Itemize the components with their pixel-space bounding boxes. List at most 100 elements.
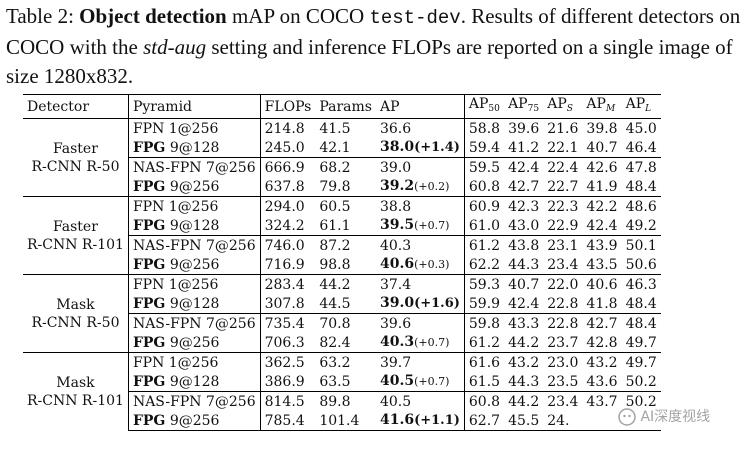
ap50-cell: 61.2 [463, 235, 505, 255]
apm-cell: 40.7 [586, 139, 618, 156]
apm-cell: 42.2 [582, 196, 622, 216]
apm-cell: 43.9 [582, 235, 622, 255]
flops-cell: 283.4 [259, 274, 316, 294]
ap50-cell: 59.3 [463, 274, 505, 294]
pyramid-config: FPN 1@256 [132, 276, 219, 293]
aps-cell: 22.8 [547, 295, 579, 312]
caption-dataset: test-dev [369, 7, 461, 29]
pyramid-config: 9@128 [165, 139, 220, 156]
ap-delta: (+1.6) [414, 296, 460, 311]
pyramid-cell: FPG 9@256 [128, 255, 260, 275]
pyramid-cell: FPG 9@128 [128, 294, 260, 314]
detector-cell: Faster R-CNN R-50 [23, 118, 129, 197]
ap-value: 39.7 [379, 354, 412, 371]
pyramid-cell: FPN 1@256 [128, 352, 261, 372]
ap50-cell: 60.8 [463, 177, 505, 197]
detector-line-1: Faster [53, 218, 98, 235]
apl-cell: 48.4 [621, 313, 661, 333]
ap75-cell: 41.2 [508, 139, 540, 156]
apm-cell: 43.7 [582, 391, 622, 411]
results-table: Detector Pyramid FLOPs Params AP AP50 AP… [23, 94, 661, 431]
params-cell: 68.2 [315, 157, 376, 177]
ap-value: 40.5 [379, 393, 412, 410]
ap75-cell: 42.4 [504, 157, 544, 177]
ap-value: 38.8 [379, 198, 412, 215]
ap50-cell: 61.5 [463, 372, 505, 392]
aps-cell: 22.8 [543, 313, 583, 333]
params-cell: 44.5 [319, 295, 351, 312]
pyramid-config: FPN 1@256 [132, 198, 219, 215]
pyramid-bold: FPG [132, 295, 166, 312]
ap50-cell: 61.6 [463, 352, 505, 372]
ap75-cell: 42.4 [508, 295, 540, 312]
caption-text-3: setting and inference FLOPs are reported… [6, 35, 733, 88]
header-ap75: AP75 [504, 94, 544, 119]
pyramid-config: FPN 1@256 [132, 354, 219, 371]
apl-cell: 49.7 [625, 334, 657, 351]
ap-delta: (+1.4) [414, 140, 460, 155]
params-cell: 101.4 [315, 411, 376, 431]
table-header-row: Detector Pyramid FLOPs Params AP AP50 AP… [23, 94, 661, 119]
ap75-cell: 42.7 [508, 178, 540, 195]
apm-cell: 42.7 [582, 313, 622, 333]
wechat-logo-icon [618, 408, 636, 426]
ap-cell: 40.3(+0.7) [375, 333, 465, 353]
ap-delta: (+0.2) [414, 180, 450, 193]
apm-cell: 42.6 [582, 157, 622, 177]
flops-cell: 637.8 [259, 177, 316, 197]
aps-cell: 21.6 [543, 118, 583, 138]
apl-cell: 49.2 [625, 217, 657, 234]
flops-cell: 324.2 [259, 216, 316, 236]
apm-cell: 43.6 [586, 373, 618, 390]
params-cell: 63.5 [319, 373, 351, 390]
ap75-cell: 43.8 [504, 235, 544, 255]
header-pyramid: Pyramid [128, 94, 261, 119]
detector-cell: Faster R-CNN R-101 [23, 196, 129, 275]
ap-cell: 39.2(+0.2) [375, 177, 465, 197]
apm-cell [582, 411, 622, 431]
header-detector: Detector [23, 94, 129, 119]
pyramid-cell: NAS-FPN 7@256 [128, 391, 261, 411]
header-flops: FLOPs [259, 94, 316, 119]
ap75-cell: 43.2 [504, 352, 544, 372]
ap75-cell: 44.3 [508, 256, 540, 273]
params-cell: 44.2 [315, 274, 376, 294]
ap-cell: 40.3 [375, 235, 465, 255]
params-cell: 63.2 [315, 352, 376, 372]
ap-cell: 41.6(+1.1) [375, 411, 465, 431]
table-row: FPG 9@128 245.0 42.1 38.0(+1.4) 59.4 41.2 22.1… [23, 138, 661, 158]
apl-cell: 45.0 [621, 118, 661, 138]
flops-cell: 214.8 [259, 118, 316, 138]
params-cell: 82.4 [319, 334, 351, 351]
ap-cell: 40.5(+0.7) [375, 372, 465, 392]
pyramid-config: 9@128 [165, 373, 220, 390]
apl-cell [621, 411, 661, 431]
ap50-cell: 59.5 [463, 157, 505, 177]
ap-delta: (+0.7) [414, 336, 450, 349]
ap50-cell: 62.2 [463, 255, 505, 275]
aps-cell: 22.0 [543, 274, 583, 294]
pyramid-cell: NAS-FPN 7@256 [128, 313, 261, 333]
ap50-cell: 61.0 [463, 216, 505, 236]
apl-cell: 50.1 [621, 235, 661, 255]
ap50-cell: 59.8 [463, 313, 505, 333]
ap50-cell: 58.8 [463, 118, 505, 138]
flops-cell: 362.5 [259, 352, 316, 372]
apl-cell: 48.4 [625, 295, 657, 312]
detector-cell: Mask R-CNN R-101 [23, 352, 129, 431]
pyramid-cell: FPG 9@128 [128, 372, 260, 392]
table-row: FPG 9@256 637.8 79.8 39.2(+0.2) 60.8 42.7 22.7… [23, 177, 661, 197]
ap-cell: 39.0(+1.6) [375, 294, 465, 314]
pyramid-config: 9@256 [165, 334, 220, 351]
aps-cell: 23.4 [547, 256, 579, 273]
ap-delta: (+0.7) [414, 375, 450, 388]
ap-value: 36.6 [379, 120, 412, 137]
header-aps: APS [543, 94, 583, 119]
pyramid-cell: FPG 9@256 [128, 411, 261, 431]
apm-cell: 43.2 [582, 352, 622, 372]
pyramid-config: 9@256 [165, 256, 220, 273]
params-cell: 87.2 [315, 235, 376, 255]
pyramid-bold: FPG [132, 217, 166, 234]
header-params: Params [315, 94, 376, 119]
ap-value: 39.0 [379, 295, 415, 311]
